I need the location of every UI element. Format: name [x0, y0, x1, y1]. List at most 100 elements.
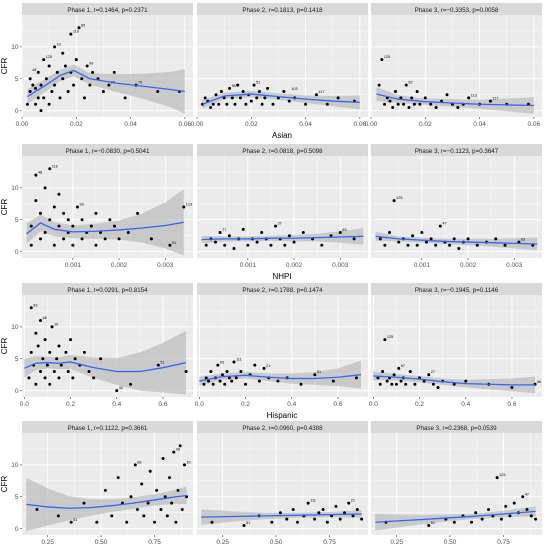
x-tick-label: 0.50: [95, 539, 108, 546]
x-tick-label: 0.0: [195, 401, 204, 408]
data-point: [534, 517, 538, 521]
data-point: [282, 90, 286, 93]
point-label: 63: [521, 238, 525, 242]
data-point: [529, 514, 533, 518]
data-point: [61, 51, 65, 55]
data-point: [427, 523, 431, 527]
data-point: [31, 83, 35, 87]
x-tick-label: 0.2: [241, 401, 250, 408]
data-point: [149, 237, 153, 241]
data-point: [72, 83, 76, 87]
x-tick-label: 0.6: [158, 401, 167, 408]
x-axis-title: NHPI: [272, 272, 291, 281]
y-tick-label: 5: [15, 494, 19, 501]
data-point: [64, 350, 68, 354]
data-point: [42, 96, 46, 100]
data-point: [203, 96, 207, 100]
facet-panel: Phase 3, r=0.2368, p=0.0539 0.25 0.50 0.75 1…: [371, 421, 542, 546]
data-point: [47, 64, 51, 68]
data-point: [313, 517, 317, 521]
data-point: [385, 379, 389, 383]
data-point: [452, 382, 456, 386]
data-point: [99, 231, 103, 234]
facet-panel: Phase 2, r=0.0818, p=0.5098 0.001 0.002 0.0…: [197, 144, 368, 269]
data-point: [34, 331, 38, 335]
facet-strip: [371, 144, 542, 156]
data-point: [354, 376, 358, 380]
data-point: [410, 96, 414, 100]
point-label: 51: [172, 241, 176, 245]
data-point: [236, 83, 240, 87]
point-label: 51: [256, 81, 260, 85]
data-point: [456, 105, 460, 109]
data-point: [135, 508, 139, 511]
data-point: [204, 376, 208, 380]
data-point: [43, 186, 47, 190]
data-point: [406, 243, 410, 247]
data-point: [182, 463, 186, 467]
data-point: [331, 379, 335, 383]
data-point: [116, 476, 120, 480]
y-tick-label: 10: [11, 185, 19, 192]
x-tick-label: 0.50: [270, 539, 283, 546]
data-point: [38, 370, 42, 373]
point-label: 10: [186, 460, 190, 464]
smooth-line: [199, 374, 362, 382]
data-point: [28, 90, 32, 93]
confidence-band: [26, 189, 184, 256]
data-point: [210, 520, 214, 524]
data-point: [219, 90, 223, 93]
data-point: [404, 83, 408, 87]
x-tick-label: 0.02: [70, 121, 83, 128]
data-point: [27, 376, 31, 380]
x-tick-label: 0.0: [369, 401, 378, 408]
data-point: [214, 93, 218, 97]
data-point: [452, 520, 456, 524]
data-point: [48, 167, 52, 171]
data-point: [508, 514, 512, 518]
data-point: [216, 363, 220, 367]
point-label: 125: [46, 55, 52, 59]
confidence-band: [375, 506, 536, 531]
data-point: [34, 173, 38, 177]
facet-strip-label: Phase 3, r=−0.1945, p=0.1146: [415, 287, 499, 294]
data-point: [525, 508, 529, 511]
data-point: [408, 370, 412, 373]
confidence-band: [201, 228, 364, 245]
data-point: [325, 520, 329, 524]
data-point: [230, 379, 234, 383]
data-point: [351, 514, 355, 518]
data-point: [434, 243, 438, 247]
data-point: [142, 514, 146, 518]
point-label: 99: [79, 203, 83, 207]
smooth-line: [24, 361, 187, 373]
data-point: [295, 520, 299, 524]
data-point: [411, 234, 415, 238]
data-point: [396, 102, 400, 106]
facet-strip: [197, 421, 368, 433]
data-point: [392, 373, 396, 377]
data-point: [89, 224, 93, 228]
data-point: [222, 96, 226, 100]
x-tick-label: 0.75: [497, 539, 510, 546]
data-point: [38, 237, 42, 241]
confidence-band: [24, 330, 187, 395]
data-point: [29, 243, 33, 247]
data-point: [59, 363, 63, 367]
data-point: [34, 382, 38, 386]
data-point: [42, 58, 46, 62]
data-point: [223, 382, 227, 386]
data-point: [48, 218, 52, 222]
data-point: [338, 517, 342, 521]
panel-data: 93 111 21 51: [199, 357, 362, 389]
data-point: [304, 102, 308, 106]
point-label: 51: [246, 521, 250, 525]
data-point: [494, 237, 498, 241]
data-point: [25, 102, 29, 106]
point-label: 103: [291, 87, 297, 91]
data-point: [283, 243, 287, 247]
x-tick-label: 0.4: [112, 401, 121, 408]
facet-panel: Phase 3, r=−0.3353, p=0.0058 0.00 0.02 0.04…: [365, 3, 542, 128]
point-label: 93: [220, 361, 224, 365]
data-point: [228, 86, 232, 90]
